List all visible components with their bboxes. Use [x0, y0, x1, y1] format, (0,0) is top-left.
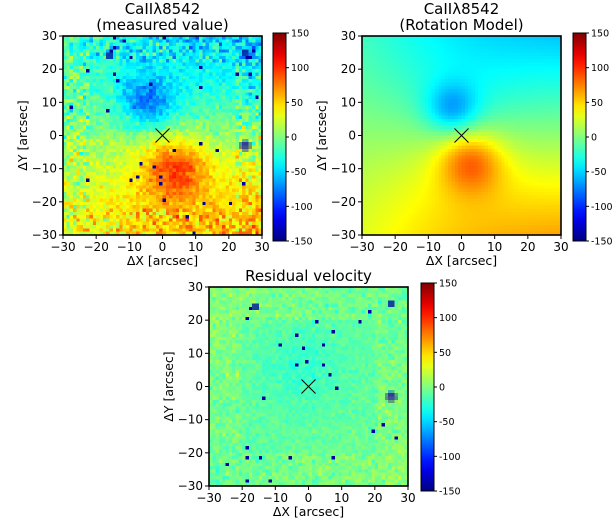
y-tick-label: 10 [188, 346, 203, 360]
colorbar [420, 282, 435, 492]
y-tick-label: −20 [331, 195, 356, 209]
colorbar-tick-label: -50 [591, 167, 607, 178]
chart-title-line: CaIIλ8542 [125, 0, 201, 18]
x-tick-label: −10 [416, 240, 441, 254]
x-tick-label: 0 [305, 491, 313, 505]
colorbar-tick-label: 50 [439, 348, 451, 359]
y-tick-label: −20 [178, 446, 203, 460]
y-tick-label: 30 [188, 280, 203, 294]
y-tick-label: −10 [331, 162, 356, 176]
x-tick-label: −30 [196, 491, 221, 505]
x-tick-label: −30 [349, 240, 374, 254]
x-tick-label: 30 [553, 240, 568, 254]
x-tick-label: −10 [263, 491, 288, 505]
x-tick-label: 30 [400, 491, 415, 505]
colorbar-tick-label: 50 [591, 98, 603, 109]
colorbar-tick-label: -100 [439, 452, 461, 463]
colorbar-tick-label: 50 [291, 98, 303, 109]
y-axis-label: ΔY [arcsec] [161, 351, 176, 421]
x-tick-label: −10 [117, 240, 142, 254]
y-tick-label: 20 [42, 62, 57, 76]
x-tick-label: 0 [458, 240, 466, 254]
colorbar-tick-label: 150 [291, 29, 309, 40]
x-tick-label: 30 [254, 240, 269, 254]
colorbar-tick-label: -150 [591, 237, 613, 248]
colorbar-tick-label: 100 [291, 63, 309, 74]
chart-title-line: CaIIλ8542 [424, 0, 500, 18]
x-tick-label: −20 [84, 240, 109, 254]
y-axis-label: ΔY [arcsec] [15, 100, 30, 170]
y-tick-label: 30 [341, 29, 356, 43]
y-tick-label: 10 [42, 95, 57, 109]
colorbar-tick-label: 150 [591, 29, 609, 40]
colorbar-tick-label: -100 [591, 202, 613, 213]
y-tick-label: −20 [32, 195, 57, 209]
colorbar-tick-label: -100 [291, 202, 313, 213]
x-tick-label: −20 [383, 240, 408, 254]
y-tick-label: −10 [178, 413, 203, 427]
x-tick-label: −30 [50, 240, 75, 254]
x-tick-label: 10 [188, 240, 203, 254]
x-tick-label: 0 [159, 240, 167, 254]
y-tick-label: 0 [195, 380, 203, 394]
x-tick-label: 10 [334, 491, 349, 505]
y-tick-label: −30 [331, 228, 356, 242]
colorbar-tick-label: -50 [291, 167, 307, 178]
colorbar-tick-label: -150 [439, 487, 461, 498]
colorbar-tick-label: 100 [439, 313, 457, 324]
y-tick-label: −10 [32, 162, 57, 176]
center-cross-marker [155, 128, 170, 143]
colorbar-tick-label: 150 [439, 279, 457, 290]
x-tick-label: 10 [487, 240, 502, 254]
colorbar-tick-label: -50 [439, 417, 455, 428]
colorbar-tick-label: 0 [591, 133, 597, 144]
y-tick-label: 10 [341, 95, 356, 109]
y-tick-label: 0 [348, 129, 356, 143]
center-cross-marker [301, 379, 316, 394]
x-axis-label: ΔX [arcsec] [426, 253, 497, 268]
center-cross-marker [454, 128, 469, 143]
chart-title-line: (Rotation Model) [399, 16, 523, 34]
x-tick-label: 20 [367, 491, 382, 505]
colorbar-tick-label: 100 [591, 63, 609, 74]
y-tick-label: 20 [188, 313, 203, 327]
chart-title-line: Residual velocity [245, 267, 372, 285]
y-tick-label: 0 [49, 129, 57, 143]
colorbar-tick-label: -150 [291, 237, 313, 248]
x-axis-label: ΔX [arcsec] [273, 504, 344, 519]
x-axis-label: ΔX [arcsec] [127, 253, 198, 268]
colorbar-tick-label: 0 [439, 383, 445, 394]
colorbar-tick-label: 0 [291, 133, 297, 144]
y-tick-label: −30 [178, 479, 203, 493]
y-tick-label: 30 [42, 29, 57, 43]
y-tick-label: 20 [341, 62, 356, 76]
chart-title-line: (measured value) [96, 16, 228, 34]
x-tick-label: 20 [221, 240, 236, 254]
y-axis-label: ΔY [arcsec] [314, 100, 329, 170]
y-tick-label: −30 [32, 228, 57, 242]
x-tick-label: −20 [230, 491, 255, 505]
x-tick-label: 20 [520, 240, 535, 254]
